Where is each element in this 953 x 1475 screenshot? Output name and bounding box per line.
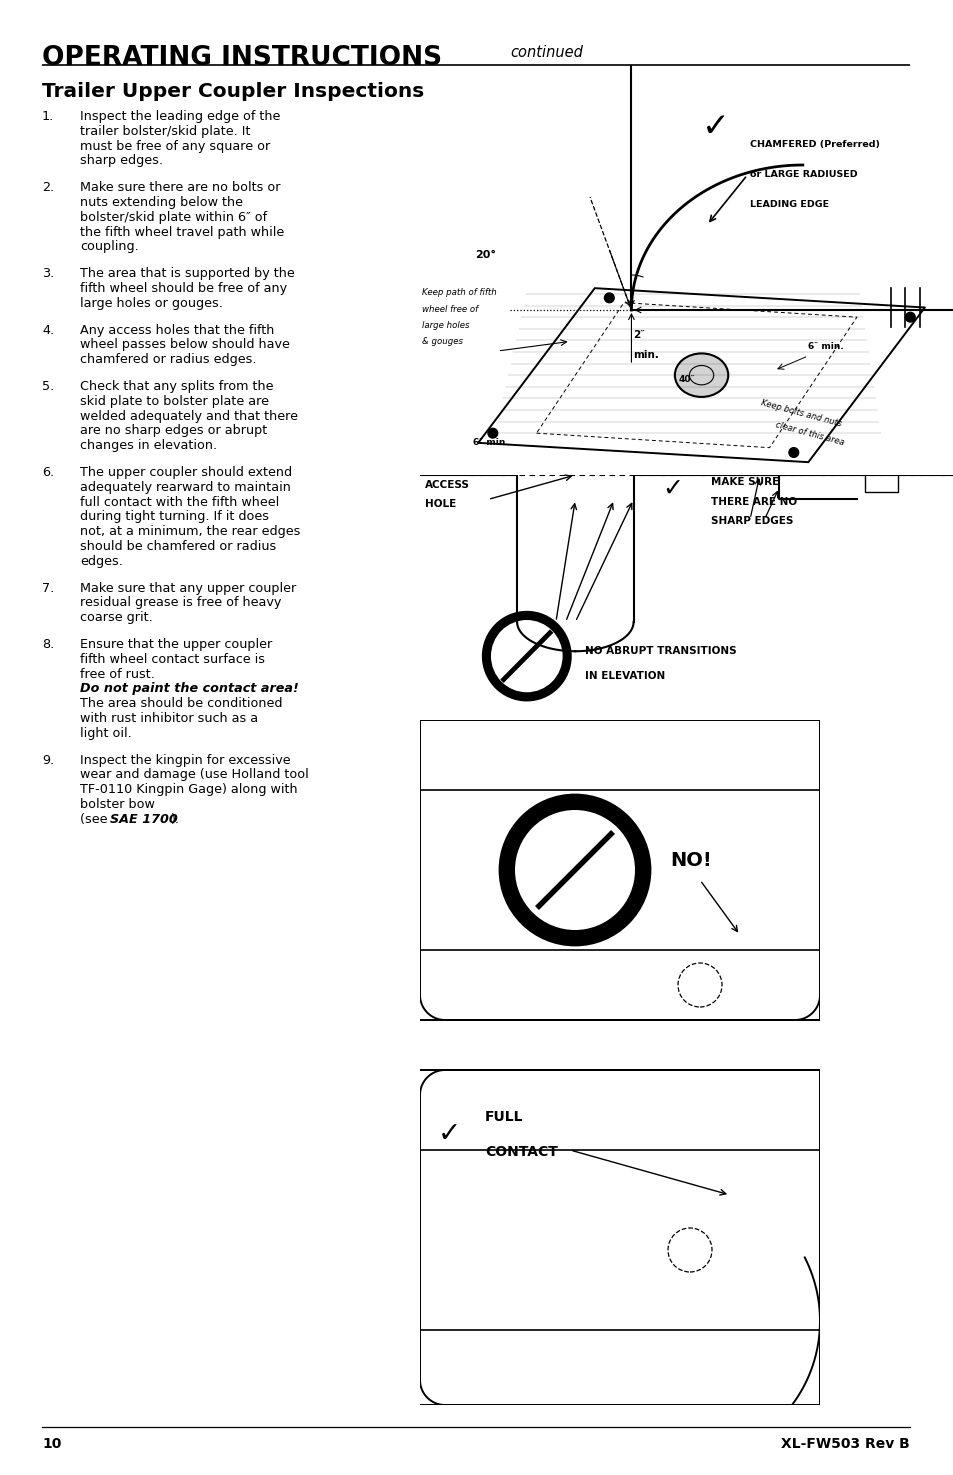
Text: 20°: 20° [475, 249, 496, 260]
Text: chamfered or radius edges.: chamfered or radius edges. [80, 353, 256, 366]
Text: ✓: ✓ [437, 1120, 460, 1148]
Text: The upper coupler should extend: The upper coupler should extend [80, 466, 292, 479]
Text: 10: 10 [42, 1437, 61, 1451]
Text: MAKE SURE: MAKE SURE [711, 476, 779, 487]
Text: 9.: 9. [42, 754, 54, 767]
Circle shape [904, 313, 914, 322]
Text: NO!: NO! [669, 851, 711, 869]
Text: Any access holes that the fifth: Any access holes that the fifth [80, 323, 274, 336]
Text: 3.: 3. [42, 267, 54, 280]
Text: bolster/skid plate within 6″ of: bolster/skid plate within 6″ of [80, 211, 267, 224]
Text: HOLE: HOLE [424, 500, 456, 509]
Text: Keep path of fifth: Keep path of fifth [421, 288, 497, 296]
Text: welded adequately and that there: welded adequately and that there [80, 410, 297, 423]
Text: 2.: 2. [42, 181, 54, 195]
Text: TF-0110 Kingpin Gage) along with: TF-0110 Kingpin Gage) along with [80, 783, 297, 796]
Text: 40″: 40″ [678, 376, 695, 385]
Text: Check that any splits from the: Check that any splits from the [80, 381, 274, 392]
Text: 7.: 7. [42, 581, 54, 594]
Text: light oil.: light oil. [80, 727, 132, 740]
Text: Inspect the kingpin for excessive: Inspect the kingpin for excessive [80, 754, 291, 767]
Circle shape [499, 795, 649, 945]
Text: fifth wheel contact surface is: fifth wheel contact surface is [80, 653, 265, 665]
Circle shape [604, 294, 614, 302]
Text: ACCESS: ACCESS [424, 479, 469, 490]
Circle shape [487, 428, 497, 438]
Text: CONTACT: CONTACT [484, 1145, 558, 1159]
Text: FULL: FULL [484, 1111, 523, 1124]
Text: adequately rearward to maintain: adequately rearward to maintain [80, 481, 291, 494]
Text: or LARGE RADIUSED: or LARGE RADIUSED [750, 170, 857, 178]
Text: Ensure that the upper coupler: Ensure that the upper coupler [80, 639, 272, 650]
Text: 8.: 8. [42, 639, 54, 650]
Ellipse shape [674, 354, 727, 397]
Circle shape [491, 620, 562, 692]
Text: 6″ min.: 6″ min. [807, 342, 843, 351]
Text: are no sharp edges or abrupt: are no sharp edges or abrupt [80, 425, 267, 438]
Text: wheel passes below should have: wheel passes below should have [80, 338, 290, 351]
Circle shape [788, 448, 798, 457]
Text: OPERATING INSTRUCTIONS: OPERATING INSTRUCTIONS [42, 46, 441, 71]
Text: ✓: ✓ [701, 111, 729, 143]
Circle shape [515, 810, 635, 931]
Text: Make sure that any upper coupler: Make sure that any upper coupler [80, 581, 296, 594]
Text: & gouges: & gouges [421, 338, 462, 347]
Circle shape [482, 612, 570, 701]
Text: Make sure there are no bolts or: Make sure there are no bolts or [80, 181, 280, 195]
Text: large holes or gouges.: large holes or gouges. [80, 296, 223, 310]
Text: The area that is supported by the: The area that is supported by the [80, 267, 294, 280]
Text: Do not paint the contact area!: Do not paint the contact area! [80, 683, 298, 695]
Text: bolster bow: bolster bow [80, 798, 154, 811]
Text: changes in elevation.: changes in elevation. [80, 440, 217, 453]
Text: edges.: edges. [80, 555, 123, 568]
Text: SHARP EDGES: SHARP EDGES [711, 516, 793, 527]
Text: IN ELEVATION: IN ELEVATION [584, 671, 664, 681]
Text: nuts extending below the: nuts extending below the [80, 196, 243, 209]
Text: 6″ min.: 6″ min. [473, 438, 509, 447]
Text: wear and damage (use Holland tool: wear and damage (use Holland tool [80, 768, 309, 782]
Text: 4.: 4. [42, 323, 54, 336]
Text: 5.: 5. [42, 381, 54, 392]
Text: 2″: 2″ [633, 330, 644, 341]
Text: ).: ). [170, 813, 179, 826]
Text: Inspect the leading edge of the: Inspect the leading edge of the [80, 111, 280, 122]
Text: NO ABRUPT TRANSITIONS: NO ABRUPT TRANSITIONS [584, 646, 736, 656]
Text: full contact with the fifth wheel: full contact with the fifth wheel [80, 496, 279, 509]
Text: 6.: 6. [42, 466, 54, 479]
Text: CHAMFERED (Preferred): CHAMFERED (Preferred) [750, 140, 880, 149]
Text: LEADING EDGE: LEADING EDGE [750, 201, 829, 209]
Text: Keep bolts and nuts: Keep bolts and nuts [759, 398, 841, 428]
Text: must be free of any square or: must be free of any square or [80, 140, 270, 152]
Text: min.: min. [633, 350, 659, 360]
Text: THERE ARE NO: THERE ARE NO [711, 497, 797, 506]
Text: clear of this area: clear of this area [774, 420, 844, 448]
Text: 1.: 1. [42, 111, 54, 122]
Text: the fifth wheel travel path while: the fifth wheel travel path while [80, 226, 284, 239]
Text: residual grease is free of heavy: residual grease is free of heavy [80, 596, 281, 609]
Text: free of rust.: free of rust. [80, 668, 154, 680]
Text: fifth wheel should be free of any: fifth wheel should be free of any [80, 282, 287, 295]
Text: should be chamfered or radius: should be chamfered or radius [80, 540, 276, 553]
Text: Trailer Upper Coupler Inspections: Trailer Upper Coupler Inspections [42, 83, 424, 100]
Text: XL-FW503 Rev B: XL-FW503 Rev B [781, 1437, 909, 1451]
Text: continued: continued [510, 46, 582, 60]
Text: not, at a minimum, the rear edges: not, at a minimum, the rear edges [80, 525, 300, 538]
Text: The area should be conditioned: The area should be conditioned [80, 698, 282, 709]
Text: sharp edges.: sharp edges. [80, 155, 163, 167]
Text: SAE 1700: SAE 1700 [110, 813, 177, 826]
Text: wheel free of: wheel free of [421, 305, 477, 314]
Text: skid plate to bolster plate are: skid plate to bolster plate are [80, 395, 269, 407]
Text: ✓: ✓ [662, 476, 683, 502]
Text: trailer bolster/skid plate. It: trailer bolster/skid plate. It [80, 125, 251, 137]
Text: coupling.: coupling. [80, 240, 138, 254]
Text: with rust inhibitor such as a: with rust inhibitor such as a [80, 712, 258, 726]
Text: (see: (see [80, 813, 112, 826]
Text: large holes: large holes [421, 322, 469, 330]
Text: coarse grit.: coarse grit. [80, 611, 152, 624]
Text: during tight turning. If it does: during tight turning. If it does [80, 510, 269, 524]
